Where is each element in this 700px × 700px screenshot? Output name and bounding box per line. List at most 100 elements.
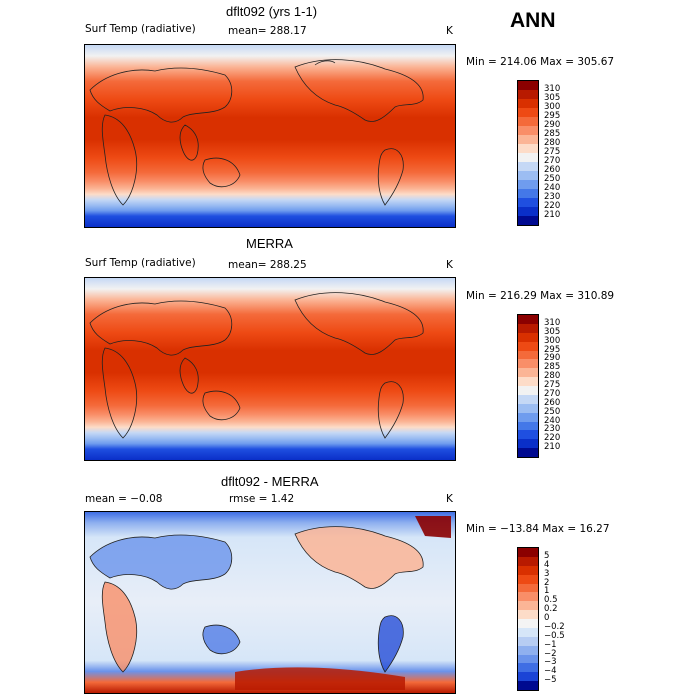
colorbar-tick-label: 210: [544, 210, 561, 220]
colorbar-swatch: [518, 448, 538, 457]
panel3-map: [84, 511, 456, 694]
panel2-variable: Surf Temp (radiative): [85, 257, 196, 269]
panel1-variable: Surf Temp (radiative): [85, 23, 196, 35]
colorbar-swatch: [518, 592, 538, 602]
colorbar-tick-label: 240: [544, 415, 561, 426]
colorbar-swatch: [518, 180, 538, 189]
colorbar-tick-label: 220: [544, 433, 561, 444]
colorbar-swatch: [518, 216, 538, 225]
panel2-minmax: Min = 216.29 Max = 310.89: [466, 290, 615, 302]
colorbar-swatch: [518, 565, 538, 575]
colorbar-swatch: [518, 619, 538, 628]
colorbar-tick-label: 295: [544, 111, 561, 121]
panel3-colorbar: [517, 547, 539, 691]
panel2-mean: mean= 288.25: [228, 259, 307, 271]
panel2-field: [85, 278, 455, 460]
colorbar-tick-label: −5: [544, 675, 557, 686]
season-label: ANN: [510, 9, 556, 32]
colorbar-swatch: [518, 90, 538, 99]
colorbar-tick-label: 220: [544, 201, 561, 211]
colorbar-tick-label: −1: [544, 639, 557, 650]
colorbar-tick-label: 2: [544, 577, 550, 588]
colorbar-tick-label: 0.5: [544, 595, 558, 606]
colorbar-swatch: [518, 636, 538, 646]
colorbar-swatch: [518, 99, 538, 108]
panel3-coastlines: [89, 526, 424, 673]
colorbar-swatch: [518, 403, 538, 413]
panel2-units: K: [446, 259, 453, 271]
panel2-title: MERRA: [246, 236, 293, 251]
colorbar-tick-label: 285: [544, 129, 561, 139]
panel3-rmse: rmse = 1.42: [229, 493, 295, 505]
colorbar-swatch: [518, 386, 538, 395]
colorbar-swatch: [518, 368, 538, 378]
colorbar-swatch: [518, 574, 538, 584]
colorbar-swatch: [518, 323, 538, 333]
colorbar-tick-label: 260: [544, 397, 561, 408]
colorbar-tick-label: 0.2: [544, 604, 558, 615]
colorbar-tick-label: −4: [544, 666, 557, 677]
colorbar-swatch: [518, 126, 538, 135]
panel1-field: [85, 45, 455, 227]
colorbar-swatch: [518, 108, 538, 117]
colorbar-swatch: [518, 548, 538, 557]
colorbar-tick-label: 250: [544, 406, 561, 417]
panel1-map: [84, 44, 456, 228]
panel1-units: K: [446, 25, 453, 37]
colorbar-swatch: [518, 332, 538, 342]
panel1-coastlines: [89, 59, 424, 206]
panel3-anomalies: [90, 516, 451, 690]
colorbar-tick-label: 240: [544, 183, 561, 193]
colorbar-tick-label: −2: [544, 648, 557, 659]
colorbar-swatch: [518, 601, 538, 611]
colorbar-swatch: [518, 315, 538, 324]
colorbar-swatch: [518, 135, 538, 144]
colorbar-swatch: [518, 672, 538, 682]
panel1-title: dflt092 (yrs 1-1): [226, 4, 318, 19]
colorbar-swatch: [518, 117, 538, 126]
colorbar-swatch: [518, 198, 538, 207]
colorbar-swatch: [518, 341, 538, 351]
colorbar-swatch: [518, 627, 538, 637]
colorbar-tick-label: 230: [544, 424, 561, 435]
colorbar-tick-label: 1: [544, 586, 550, 597]
colorbar-tick-label: 290: [544, 353, 561, 364]
colorbar-swatch: [518, 556, 538, 566]
colorbar-tick-label: −3: [544, 657, 557, 668]
colorbar-swatch: [518, 153, 538, 162]
colorbar-tick-label: 300: [544, 335, 561, 346]
colorbar-swatch: [518, 162, 538, 171]
colorbar-swatch: [518, 189, 538, 198]
colorbar-swatch: [518, 430, 538, 440]
colorbar-swatch: [518, 654, 538, 664]
colorbar-tick-label: 300: [544, 102, 561, 112]
colorbar-tick-label: −0.5: [544, 630, 565, 641]
colorbar-tick-label: 210: [544, 442, 561, 453]
panel3-title: dflt092 - MERRA: [221, 474, 319, 489]
colorbar-tick-label: 305: [544, 93, 561, 103]
colorbar-tick-label: 270: [544, 388, 561, 399]
colorbar-tick-label: 280: [544, 371, 561, 382]
colorbar-swatch: [518, 645, 538, 655]
colorbar-swatch: [518, 583, 538, 593]
panel2-coastlines: [89, 292, 424, 439]
colorbar-tick-label: 4: [544, 559, 550, 570]
panel2-map: [84, 277, 456, 461]
colorbar-swatch: [518, 412, 538, 422]
colorbar-tick-label: 275: [544, 147, 561, 157]
colorbar-tick-label: 280: [544, 138, 561, 148]
colorbar-tick-label: 305: [544, 326, 561, 337]
colorbar-tick-label: 230: [544, 192, 561, 202]
colorbar-tick-label: 295: [544, 344, 561, 355]
colorbar-swatch: [518, 81, 538, 90]
colorbar-tick-label: 290: [544, 120, 561, 130]
panel3-units: K: [446, 493, 453, 505]
colorbar-tick-label: 310: [544, 317, 561, 328]
colorbar-tick-label: 275: [544, 380, 561, 390]
colorbar-swatch: [518, 350, 538, 360]
colorbar-tick-label: −0.2: [544, 621, 565, 632]
colorbar-swatch: [518, 359, 538, 369]
panel1-mean: mean= 288.17: [228, 25, 307, 37]
colorbar-swatch: [518, 377, 538, 386]
panel1-colorbar: [517, 80, 539, 226]
